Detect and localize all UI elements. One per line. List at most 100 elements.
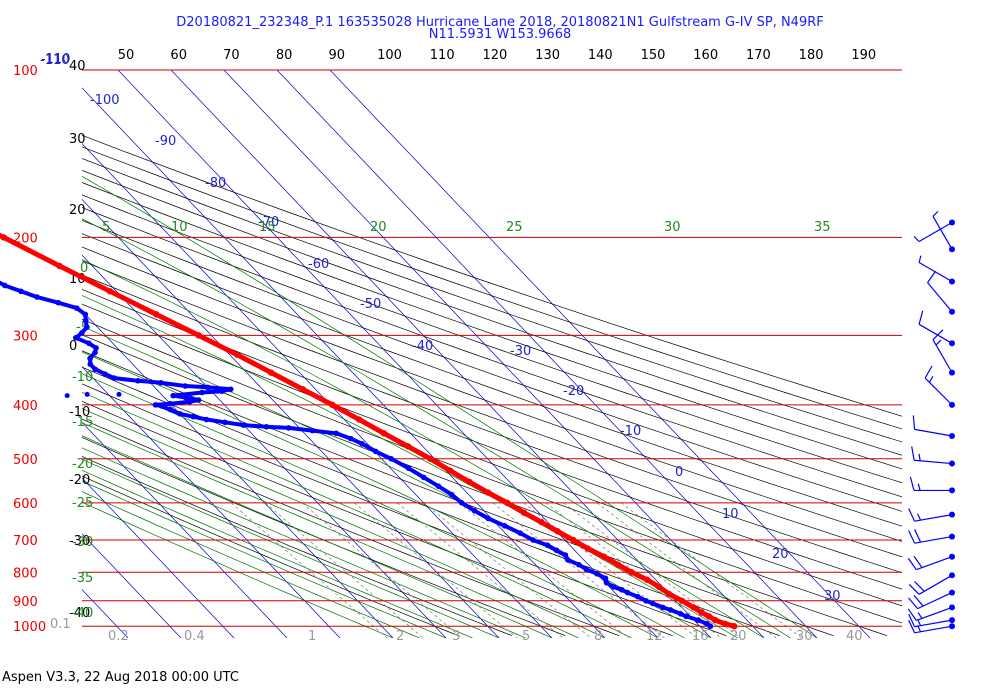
dewpoint-point [618,586,625,593]
dewpoint-point [677,611,684,617]
wind-barb-staff [917,592,953,610]
isotherm-label: -20 [563,384,584,399]
mixing-ratio-label: 2 [396,629,404,644]
dewpoint-point [530,537,536,543]
mixing-ratio-line [354,502,518,638]
wind-barb-staff [914,535,953,544]
mixing-ratio-label: 40 [846,629,863,644]
wind-barb [908,529,955,544]
wind-barb-flag [913,555,923,568]
wind-barb-staff [916,606,953,621]
adiabat-label: 20 [370,220,387,235]
wind-barb-flag [907,608,917,621]
isotherm-line [329,70,871,638]
top-temperature-label: 170 [746,48,771,63]
dewpoint-point [111,375,117,381]
mixing-ratio-line [265,502,424,638]
dry-adiabat-line [82,233,902,527]
adiabat-label: 30 [664,220,681,235]
left-temperature-label: 30 [69,132,86,147]
dewpoint-point [583,566,590,573]
plot-area [82,70,902,638]
dry-adiabat-line [82,350,834,637]
dewpoint-point [485,515,491,522]
dry-adiabat-line [82,246,902,542]
dewpoint-point [170,392,176,399]
top-temperature-label: 140 [588,48,613,63]
wind-barb-flag [914,580,925,592]
wind-barb-staff [914,459,953,465]
dry-adiabat-line [82,220,902,512]
adiabat-label: 5 [102,220,110,235]
wind-barb-flag [908,583,920,595]
adiabat-label: -15 [72,415,93,430]
dry-adiabat-line [82,134,902,417]
dry-adiabat-line [82,146,902,430]
left-temperature-label: 0 [69,339,77,354]
isotherm-label: -50 [360,297,381,312]
wind-barb-flag [911,446,915,461]
dewpoint-point [501,523,508,529]
isotherm-label: -40 [412,339,433,354]
moist-adiabat-line [82,259,765,638]
dewpoint-point [203,416,210,423]
adiabat-label: -20 [72,457,93,472]
wind-barb-staff [932,216,953,250]
wind-barb-staff [918,574,953,595]
dewpoint-point [649,600,656,607]
dewpoint-point [82,317,89,324]
dewpoint-point [348,435,354,442]
wind-barb [911,446,955,467]
dry-adiabat-line [82,383,727,637]
dewpoint-point [333,430,340,437]
mixing-ratio-line [301,502,463,638]
wind-barb [908,572,955,595]
wind-barb [908,508,955,522]
mixing-ratio-line [458,502,629,638]
adiabat-label: 35 [814,220,831,235]
dry-adiabat-line [82,437,566,637]
dry-adiabat-line [82,158,902,443]
dewpoint-point [610,584,617,590]
wind-barb [907,604,955,621]
dewpoint-point [227,386,234,393]
dewpoint-isolated-point [64,393,70,399]
dewpoint-point [93,345,99,351]
mixing-ratio-label: 12 [646,629,663,644]
isotherm-label: -80 [205,176,226,191]
dewpoint-point [199,389,205,396]
top-temperature-label: 120 [482,48,507,63]
dewpoint-point [102,371,108,377]
isotherm-label: -10 [620,424,641,439]
dewpoint-point [18,288,24,295]
dewpoint-point [204,384,211,391]
dewpoint-point [471,507,478,514]
dewpoint-point [594,571,600,577]
dewpoint-point [565,557,571,563]
wind-barb-staff [932,339,953,373]
dewpoint-point [182,383,189,389]
mixing-ratio-line [423,502,592,638]
dry-adiabat-line [82,207,902,498]
dewpoint-point [92,366,98,372]
mixing-ratio-label: 20 [730,629,747,644]
dewpoint-point [240,422,247,428]
wind-barb [912,415,955,439]
mixing-ratio-line [620,502,803,638]
isotherm-label: -90 [155,134,176,149]
dewpoint-point [195,397,202,403]
dewpoint-point [562,552,569,558]
dewpoint-point [544,542,551,548]
dewpoint-point [87,355,93,362]
wind-barb [918,310,955,347]
dewpoint-point [186,399,193,405]
adiabat-label: 10 [171,220,188,235]
dewpoint-point [92,349,98,356]
dewpoint-point [177,410,183,417]
adiabat-label: -10 [72,370,93,385]
dewpoint-point [84,324,90,330]
dewpoint-point [635,593,641,600]
moist-adiabat-line [82,501,394,638]
left-temperature-label: -30 [69,534,90,549]
isotherm-label: 30 [824,589,841,604]
